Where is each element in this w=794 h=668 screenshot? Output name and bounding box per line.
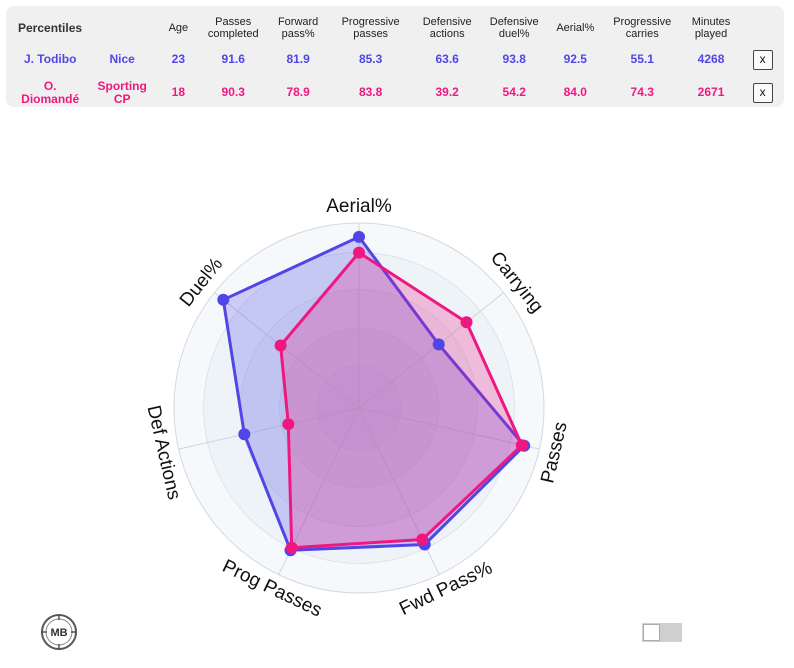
- cell-defensive-duel: 54.2: [502, 85, 526, 99]
- column-header: Forward pass%: [277, 16, 319, 40]
- axis-label: Aerial%: [326, 196, 392, 217]
- data-point: [460, 316, 473, 329]
- logo-text: MB: [50, 627, 67, 639]
- table-header-row: Percentiles Age Passes completed Forward…: [14, 13, 784, 43]
- cell-aerial: 92.5: [563, 52, 587, 66]
- player-name[interactable]: J. Todibo: [23, 52, 77, 66]
- column-header: Defensive duel%: [489, 16, 539, 40]
- table-title: Percentiles: [18, 21, 83, 35]
- cell-forward-pass: 81.9: [286, 52, 310, 66]
- data-point: [282, 418, 295, 431]
- series-area: [279, 251, 524, 550]
- player-name[interactable]: O. Diomandé: [21, 78, 80, 106]
- toggle-knob[interactable]: [643, 624, 660, 641]
- column-header: Progressive carries: [613, 16, 672, 40]
- logo-icon: MB: [41, 614, 77, 650]
- data-point: [217, 293, 230, 306]
- data-point: [274, 339, 287, 352]
- column-header: Progressive passes: [341, 16, 400, 40]
- cell-passes-completed: 90.3: [221, 85, 245, 99]
- radar-spoke: [358, 292, 504, 409]
- cell-age: 18: [171, 85, 186, 99]
- series-area: [221, 235, 526, 552]
- data-point: [353, 230, 365, 243]
- column-header: Passes completed: [207, 16, 259, 40]
- data-point: [432, 338, 445, 351]
- column-header: Defensive actions: [422, 16, 472, 40]
- cell-progressive-passes: 83.8: [358, 85, 383, 99]
- column-header: Minutes played: [691, 16, 731, 40]
- remove-player-button[interactable]: x: [752, 49, 773, 70]
- radar-spoke: [178, 407, 360, 450]
- percentiles-panel: Percentiles Age Passes completed Forward…: [6, 6, 784, 107]
- cell-forward-pass: 78.9: [286, 85, 310, 99]
- cell-defensive-actions: 39.2: [435, 85, 459, 99]
- remove-player-button[interactable]: x: [752, 82, 773, 103]
- cell-defensive-duel: 93.8: [502, 52, 526, 66]
- cell-progressive-carries: 74.3: [630, 85, 654, 99]
- cell-minutes-played: 2671: [697, 85, 725, 99]
- cell-aerial: 84.0: [563, 85, 587, 99]
- cell-passes-completed: 91.6: [221, 52, 245, 66]
- cell-age: 23: [171, 52, 186, 66]
- column-header: Aerial%: [556, 22, 595, 34]
- data-point: [515, 439, 528, 452]
- cell-defensive-actions: 63.6: [435, 52, 459, 66]
- table-row: O. Diomandé Sporting CP 18 90.3 78.9 83.…: [14, 76, 784, 109]
- remove-cell: x: [741, 43, 784, 76]
- view-toggle[interactable]: [642, 623, 682, 642]
- cell-progressive-carries: 55.1: [630, 52, 654, 66]
- cell-progressive-passes: 85.3: [358, 52, 383, 66]
- radar-spoke: [358, 407, 540, 450]
- remove-cell: x: [741, 76, 784, 109]
- data-point: [353, 246, 365, 259]
- cell-minutes-played: 4268: [697, 52, 725, 66]
- percentiles-table: Percentiles Age Passes completed Forward…: [14, 13, 784, 109]
- data-point: [285, 541, 298, 554]
- column-header: Age: [168, 22, 189, 34]
- team-name: Nice: [109, 52, 135, 66]
- table-row: J. Todibo Nice 23 91.6 81.9 85.3 63.6 93…: [14, 43, 784, 76]
- team-name: Sporting CP: [97, 78, 147, 106]
- data-point: [416, 533, 429, 546]
- radar-spoke: [214, 292, 360, 409]
- data-point: [238, 428, 251, 441]
